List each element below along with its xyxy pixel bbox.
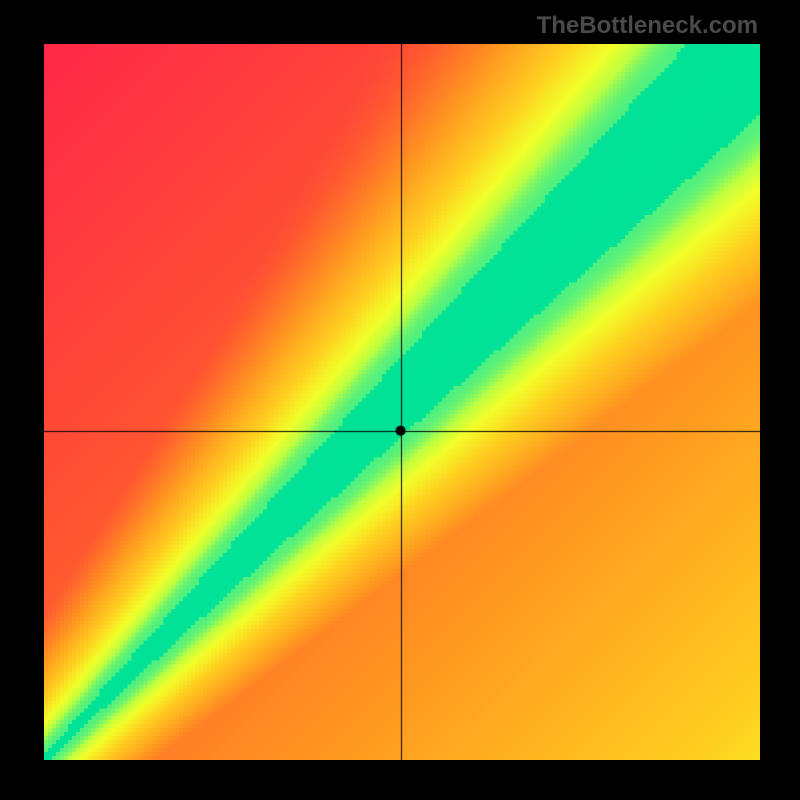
chart-stage: TheBottleneck.com <box>0 0 800 800</box>
bottleneck-heatmap <box>44 44 760 760</box>
watermark-text: TheBottleneck.com <box>537 12 758 40</box>
